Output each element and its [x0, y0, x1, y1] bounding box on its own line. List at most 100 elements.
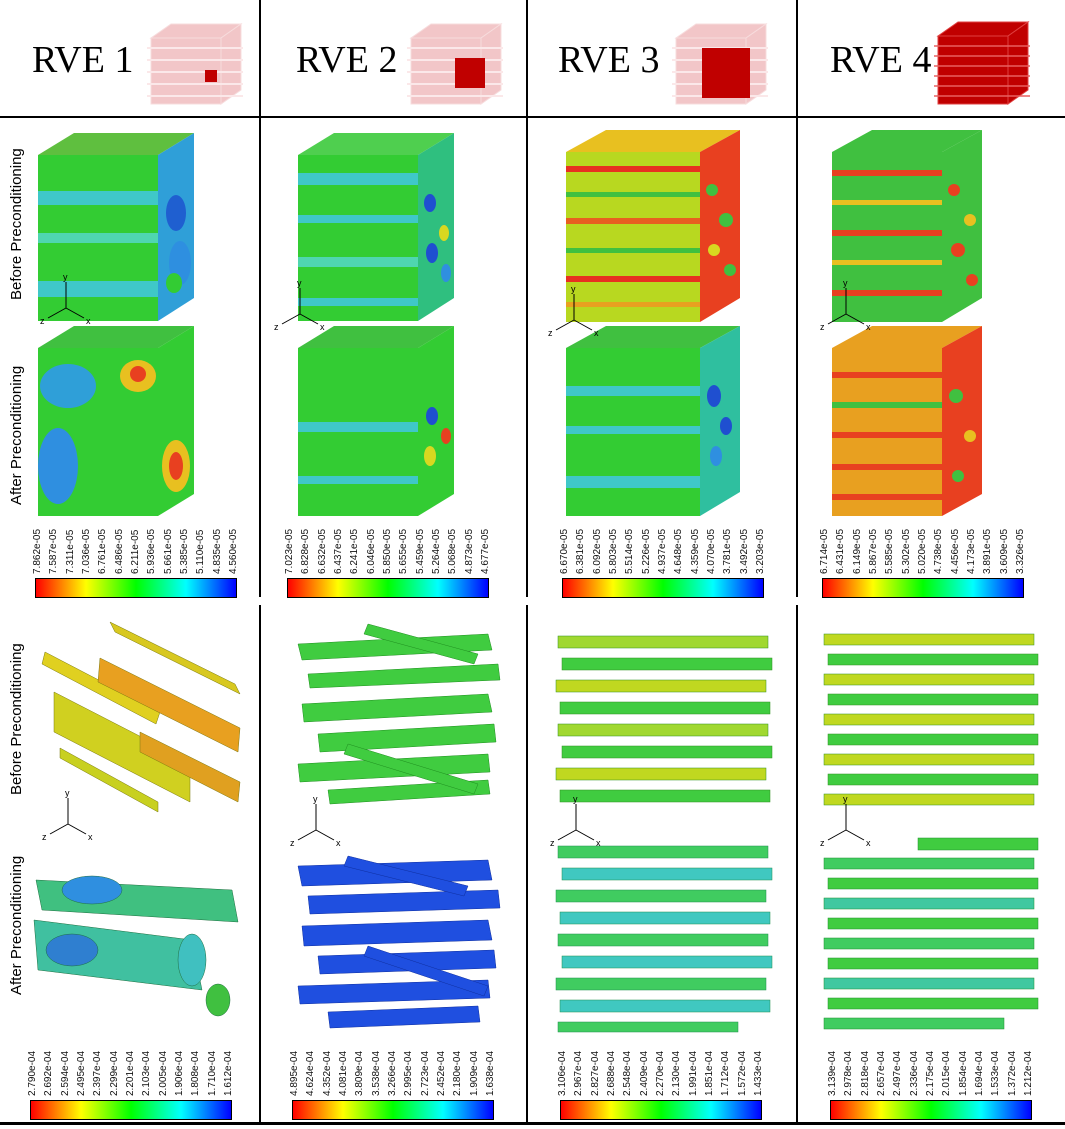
colorbar-tick-label: 2.594e-04: [59, 1050, 71, 1096]
axis-triad-rve-4-bottom: y z x: [820, 794, 871, 848]
colorbar-tick-label: 2.130e-04: [671, 1050, 683, 1096]
colorbar-tick-label: 5.936e-05: [146, 528, 158, 574]
colorbar-tick-label: 2.818e-04: [859, 1050, 871, 1096]
colorbar-tick-label: 5.850e-05: [382, 528, 393, 574]
rve-1-thumbnail: [147, 23, 243, 105]
colorbar-tick-label: 5.068e-05: [447, 528, 459, 574]
colorbar-tick-label: 7.862e-05: [32, 528, 43, 574]
axis-label-y: y: [571, 284, 576, 294]
rve-1-cube-before: [38, 133, 194, 321]
colorbar-tick-label: 6.092e-05: [591, 528, 603, 574]
axis-triad-rve-3-bottom: y z x: [550, 794, 601, 848]
colorbar-tick-label: 2.688e-04: [606, 1050, 617, 1096]
colorbar-tick-label: 5.264e-05: [431, 528, 442, 574]
colorbar-tick-label: 4.648e-05: [673, 528, 685, 574]
colorbar-tick-label: 5.302e-05: [900, 528, 912, 574]
colorbar-tick-label: 6.714e-05: [819, 528, 830, 574]
colorbar-bottom-rve-3: [560, 1100, 762, 1120]
colorbar-tick-label: 4.560e-05: [228, 528, 239, 574]
colorbar-tick-label: 2.015e-04: [941, 1050, 953, 1096]
colorbar-tick-label: 1.909e-04: [468, 1050, 480, 1096]
colorbar-tick-label: 4.677e-05: [480, 528, 491, 574]
axis-label-z: z: [820, 838, 825, 848]
colorbar-tick-label: 2.967e-04: [573, 1050, 585, 1096]
colorbar-tick-label: 1.851e-04: [704, 1050, 715, 1096]
row-label-after-top: After Preconditioning: [8, 365, 25, 505]
axis-triad-rve-2-top: y z x: [274, 278, 325, 332]
rve-4-thumbnail: [934, 21, 1030, 105]
colorbar-tick-label: 2.657e-04: [876, 1050, 887, 1096]
col-divider-1-bottom: [259, 605, 261, 1122]
rve-2-fibers-after: [297, 855, 501, 1029]
colorbar-tick-label: 1.372e-04: [1006, 1050, 1018, 1096]
colorbar-tick-label: 1.694e-04: [974, 1050, 985, 1096]
colorbar-tick-label: 1.212e-04: [1023, 1050, 1034, 1096]
column-title-rve-3: RVE 3: [558, 39, 660, 81]
colorbar-tick-label: 3.891e-05: [982, 528, 994, 574]
colorbar-tick-label: 1.854e-04: [957, 1050, 969, 1096]
column-title-rve-1: RVE 1: [32, 39, 134, 81]
rve-3-fibers-after: [555, 845, 773, 1033]
row-label-before-top: Before Preconditioning: [8, 148, 25, 300]
colorbar-tick-label: 2.175e-04: [925, 1050, 936, 1096]
colorbar-tick-label: 1.906e-04: [174, 1050, 185, 1096]
colorbar-tick-label: 6.486e-05: [113, 528, 125, 574]
colorbar-tick-label: 5.020e-05: [917, 528, 928, 574]
axis-label-y: y: [313, 794, 318, 804]
axis-label-z: z: [274, 322, 279, 332]
colorbar-tick-label: 3.326e-05: [1015, 528, 1026, 574]
column-title-rve-4: RVE 4: [830, 39, 932, 81]
colorbar-tick-label: 2.336e-04: [908, 1050, 920, 1096]
rve-4-fibers-after: [823, 837, 1039, 1030]
colorbar-tick-label: 6.149e-05: [851, 528, 863, 574]
rve-2-cube-after: [298, 326, 454, 516]
colorbar-tick-label: 4.937e-05: [657, 528, 668, 574]
colorbar-tick-label: 2.692e-04: [43, 1050, 55, 1096]
rve-3-cube-before: [566, 130, 740, 322]
axis-label-y: y: [843, 794, 848, 804]
colorbar-tick-label: 1.991e-04: [687, 1050, 699, 1096]
axis-label-x: x: [866, 322, 871, 332]
colorbar-tick-label: 2.548e-04: [622, 1050, 634, 1096]
colorbar-tick-label: 2.978e-04: [843, 1050, 855, 1096]
rve-4-fibers-before: [823, 633, 1039, 806]
colorbar-tick-label: 5.585e-05: [884, 528, 896, 574]
rve-4-cube-before: [832, 130, 982, 322]
colorbar-tick-label: 1.712e-04: [720, 1050, 732, 1096]
axis-label-x: x: [594, 328, 599, 338]
rve-4-cube-after: [832, 326, 982, 516]
colorbar-tick-label: 2.827e-04: [589, 1050, 601, 1096]
colorbar-tick-label: 6.381e-05: [575, 528, 587, 574]
axis-label-x: x: [86, 316, 91, 326]
col-divider-2-top: [526, 0, 528, 597]
colorbar-tick-label: 5.867e-05: [868, 528, 879, 574]
colorbar-tick-label: 6.241e-05: [349, 528, 361, 574]
colorbar-tick-label: 2.790e-04: [27, 1050, 38, 1096]
colorbar-tick-label: 5.655e-05: [398, 528, 410, 574]
axis-label-x: x: [320, 322, 325, 332]
colorbar-top-rve-3: [562, 578, 764, 598]
axis-triad-rve-4-top: y z x: [820, 278, 871, 332]
colorbar-tick-label: 2.495e-04: [76, 1050, 87, 1096]
axis-label-x: x: [596, 838, 601, 848]
colorbar-tick-label: 2.497e-04: [892, 1050, 904, 1096]
axis-label-z: z: [290, 838, 295, 848]
colorbar-tick-label: 6.670e-05: [559, 528, 570, 574]
axis-label-z: z: [550, 838, 555, 848]
colorbar-top-rve-2: [287, 578, 489, 598]
colorbar-tick-label: 5.226e-05: [640, 528, 652, 574]
colorbar-tick-label: 1.638e-04: [485, 1050, 496, 1096]
colorbar-tick-label: 4.873e-05: [463, 528, 475, 574]
colorbar-tick-label: 2.201e-04: [125, 1050, 136, 1096]
colorbar-tick-label: 6.437e-05: [333, 528, 344, 574]
colorbar-tick-label: 3.266e-04: [387, 1050, 398, 1096]
colorbar-tick-label: 2.005e-04: [157, 1050, 169, 1096]
col-divider-3-bottom: [796, 605, 798, 1122]
row-label-before-bottom: Before Preconditioning: [8, 643, 25, 795]
colorbar-tick-label: 4.081e-04: [338, 1050, 349, 1096]
axis-label-x: x: [866, 838, 871, 848]
colorbar-tick-label: 7.311e-05: [64, 529, 76, 574]
colorbar-tick-label: 2.270e-04: [655, 1050, 666, 1096]
colorbar-tick-label: 7.036e-05: [81, 528, 92, 574]
colorbar-tick-label: 4.895e-04: [289, 1050, 300, 1096]
